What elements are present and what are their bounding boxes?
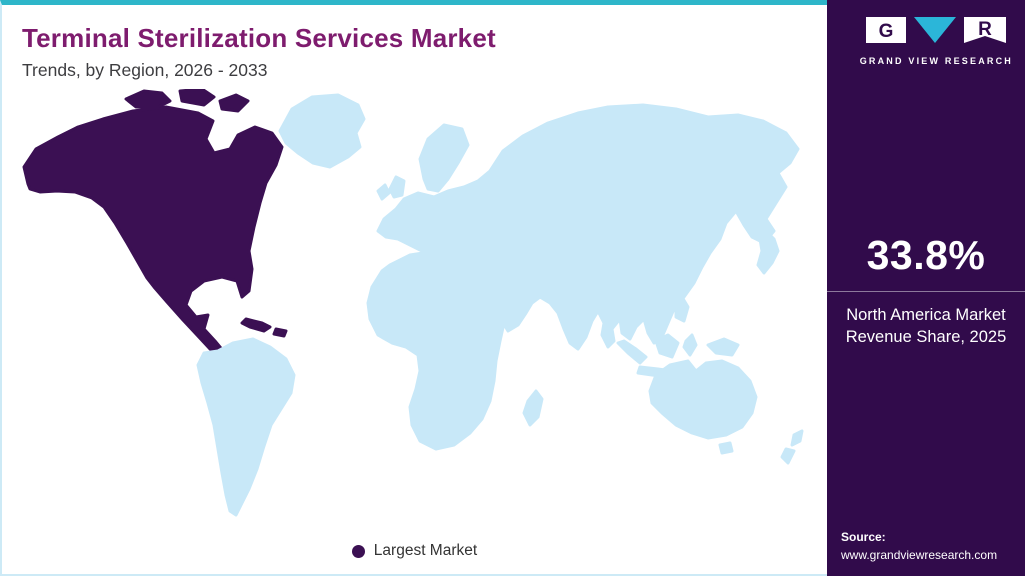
stat-value: 33.8%	[866, 232, 986, 278]
landmass-australia	[648, 359, 804, 465]
legend-largest-market-label: Largest Market	[373, 542, 478, 559]
stat-caption-line1: North America Market	[846, 306, 1006, 324]
region-north-america	[22, 89, 288, 361]
logo-v-triangle	[914, 17, 957, 43]
landmass-south-america	[196, 337, 296, 517]
brand-logo: G R GRAND VIEW RESEARCH	[860, 16, 1013, 66]
landmass-greenland	[278, 93, 366, 169]
page-title: Terminal Sterilization Services Market	[22, 23, 496, 53]
page-subtitle: Trends, by Region, 2026 - 2033	[22, 60, 268, 80]
legend-largest-market-dot	[351, 544, 365, 558]
landmass-africa	[366, 249, 544, 451]
source-label: Source:	[841, 530, 886, 544]
stat-block: 33.8% North America Market Revenue Share…	[827, 232, 1025, 349]
source-block: Source: www.grandviewresearch.com	[841, 528, 997, 564]
logo-letter-g: G	[879, 21, 894, 42]
brand-sidebar: G R GRAND VIEW RESEARCH 33.8% North Amer…	[827, 0, 1025, 576]
stat-divider	[827, 291, 1025, 292]
map-panel: Terminal Sterilization Services Market T…	[0, 0, 827, 576]
source-url: www.grandviewresearch.com	[841, 548, 998, 562]
legend: Largest Market	[2, 542, 827, 560]
brand-name: GRAND VIEW RESEARCH	[859, 56, 1013, 66]
stat-caption: North America Market Revenue Share, 2025	[827, 304, 1025, 349]
grand-view-research-logo-icon: G R	[866, 17, 1007, 43]
stat-caption-line2: Revenue Share, 2025	[845, 328, 1007, 347]
world-map	[22, 89, 804, 517]
logo-letter-r: R	[978, 19, 992, 40]
